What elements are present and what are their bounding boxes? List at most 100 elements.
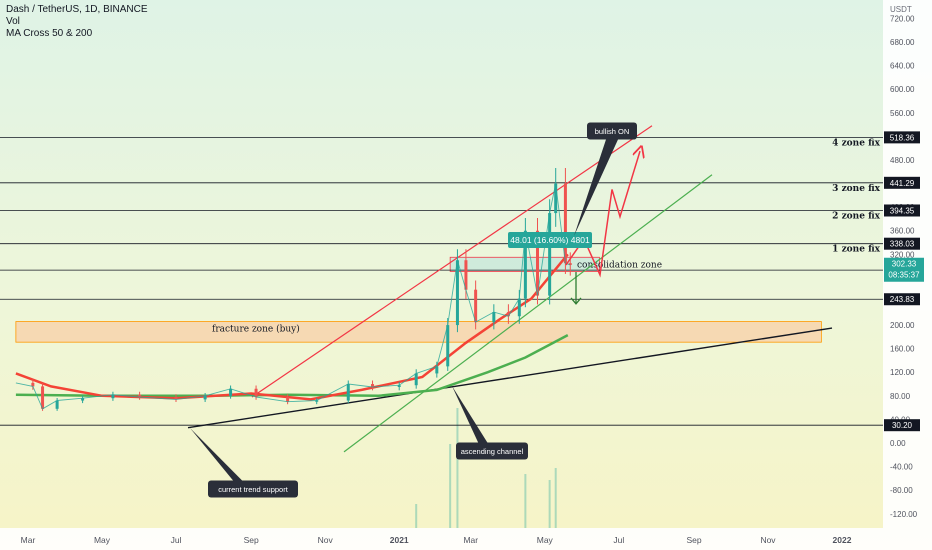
countdown-label: 08:35:37: [888, 271, 920, 280]
candle-body: [464, 260, 468, 290]
candle-body: [397, 385, 401, 387]
x-tick-label: Mar: [21, 535, 36, 545]
candle-body: [371, 384, 375, 387]
y-tick-label: 600.00: [890, 85, 915, 94]
level-tag-label: 30.20: [892, 421, 913, 430]
symbol-title[interactable]: Dash / TetherUS, 1D, BINANCE: [6, 4, 148, 15]
volume-bar: [554, 468, 557, 528]
x-tick-label: Jul: [171, 535, 182, 545]
fracture-zone: [15, 321, 822, 343]
pullback-arrowhead: [570, 297, 582, 305]
y-tick-label: 120.00: [890, 368, 915, 377]
x-tick-label: May: [537, 535, 554, 545]
level-tag: [884, 419, 920, 432]
consolidation-zone-label: consolidation zone: [577, 260, 662, 270]
y-tick-label: 480.00: [890, 156, 915, 165]
candle-body: [229, 388, 233, 396]
x-tick-label: Mar: [463, 535, 478, 545]
candle-body: [455, 260, 459, 326]
level-tag-label: 518.36: [890, 133, 915, 142]
channel-lower-line: [343, 174, 713, 453]
candle-body: [435, 366, 439, 374]
candle-body: [55, 400, 59, 409]
volume-indicator-label[interactable]: Vol: [6, 16, 20, 27]
y-tick-label: 320.00: [890, 250, 915, 259]
y-tick-label: -40.00: [890, 463, 913, 472]
price-layer: [15, 168, 572, 411]
volume-bar: [524, 474, 527, 528]
zone-fix-label: 4 zone fix: [832, 138, 880, 148]
x-tick-label: 2021: [390, 535, 409, 545]
candle-body: [446, 325, 450, 367]
x-tick-label: Sep: [244, 535, 259, 545]
candle-body: [517, 298, 521, 317]
trend-lines: [187, 125, 833, 453]
bullish-callout-pointer: [574, 139, 618, 236]
level-tag: [884, 131, 920, 144]
bullish-callout-box: [587, 122, 637, 140]
support-callout-box: [208, 480, 298, 498]
y-tick-label: 0.00: [890, 439, 906, 448]
candle-body: [523, 230, 527, 299]
channel-callout-label: ascending channel: [461, 447, 524, 456]
channel-callout-pointer: [452, 386, 498, 460]
y-tick-label: 640.00: [890, 62, 915, 71]
volume-bar: [456, 408, 459, 528]
level-tag: [884, 293, 920, 306]
volume-bar: [548, 480, 551, 528]
candle-body: [111, 394, 115, 399]
level-tag: [884, 176, 920, 189]
support-callout-label: current trend support: [218, 485, 289, 494]
measure-label: 48.01 (16.60%) 4801: [510, 235, 590, 245]
bullish-callout-label: bullish ON: [595, 127, 630, 136]
y-tick-label: -120.00: [890, 510, 918, 519]
candle-body: [286, 397, 290, 402]
currency-label: USDT: [890, 5, 912, 14]
candle-body: [138, 394, 142, 398]
y-tick-label: 360.00: [890, 227, 915, 236]
level-tag-label: 338.03: [890, 240, 915, 249]
x-tick-label: Nov: [760, 535, 776, 545]
y-tick-label: 200.00: [890, 321, 915, 330]
volume-bar: [415, 504, 418, 528]
y-tick-label: 560.00: [890, 109, 915, 118]
x-tick-label: Nov: [318, 535, 334, 545]
candle-body: [174, 397, 178, 400]
annotation-layer: 48.01 (16.60%) 4801 bullish ON ascending c…: [190, 122, 640, 498]
y-tick-label: 680.00: [890, 38, 915, 47]
candle-body: [81, 398, 85, 401]
candle-body: [568, 263, 572, 265]
zone-fix-label: 3 zone fix: [832, 184, 880, 194]
ma-cross-indicator-label[interactable]: MA Cross 50 & 200: [6, 28, 93, 39]
level-tag: [884, 204, 920, 217]
candle-body: [414, 373, 418, 386]
axis-layer: USDT-120.00-80.00-40.000.0040.0080.00120…: [21, 5, 924, 545]
zone-fix-label: 2 zone fix: [832, 211, 880, 221]
current-price-label: 302.33: [892, 260, 917, 269]
candle-body: [203, 395, 207, 400]
level-tag-label: 394.35: [890, 206, 915, 215]
candle-body: [346, 384, 350, 401]
x-tick-label: 2022: [833, 535, 852, 545]
y-tick-label: 160.00: [890, 345, 915, 354]
y-tick-label: 80.00: [890, 392, 911, 401]
y-tick-label: 720.00: [890, 14, 915, 23]
x-tick-label: Jul: [613, 535, 624, 545]
candle-body: [474, 289, 478, 323]
volume-bar: [449, 444, 452, 528]
candle-body: [31, 382, 35, 387]
candle-body: [554, 183, 558, 214]
fracture-zone-label: fracture zone (buy): [212, 324, 300, 335]
volume-bars: [415, 408, 557, 528]
candle-body: [536, 230, 540, 296]
candle-body: [315, 400, 319, 402]
measure-box: [508, 232, 592, 248]
time-axis-background: [0, 528, 883, 550]
level-tag: [884, 237, 920, 250]
candle-body: [254, 388, 258, 398]
candle-body: [492, 312, 496, 323]
support-callout-pointer: [190, 428, 259, 498]
candle-body: [563, 183, 567, 264]
channel-upper-line: [251, 125, 653, 398]
